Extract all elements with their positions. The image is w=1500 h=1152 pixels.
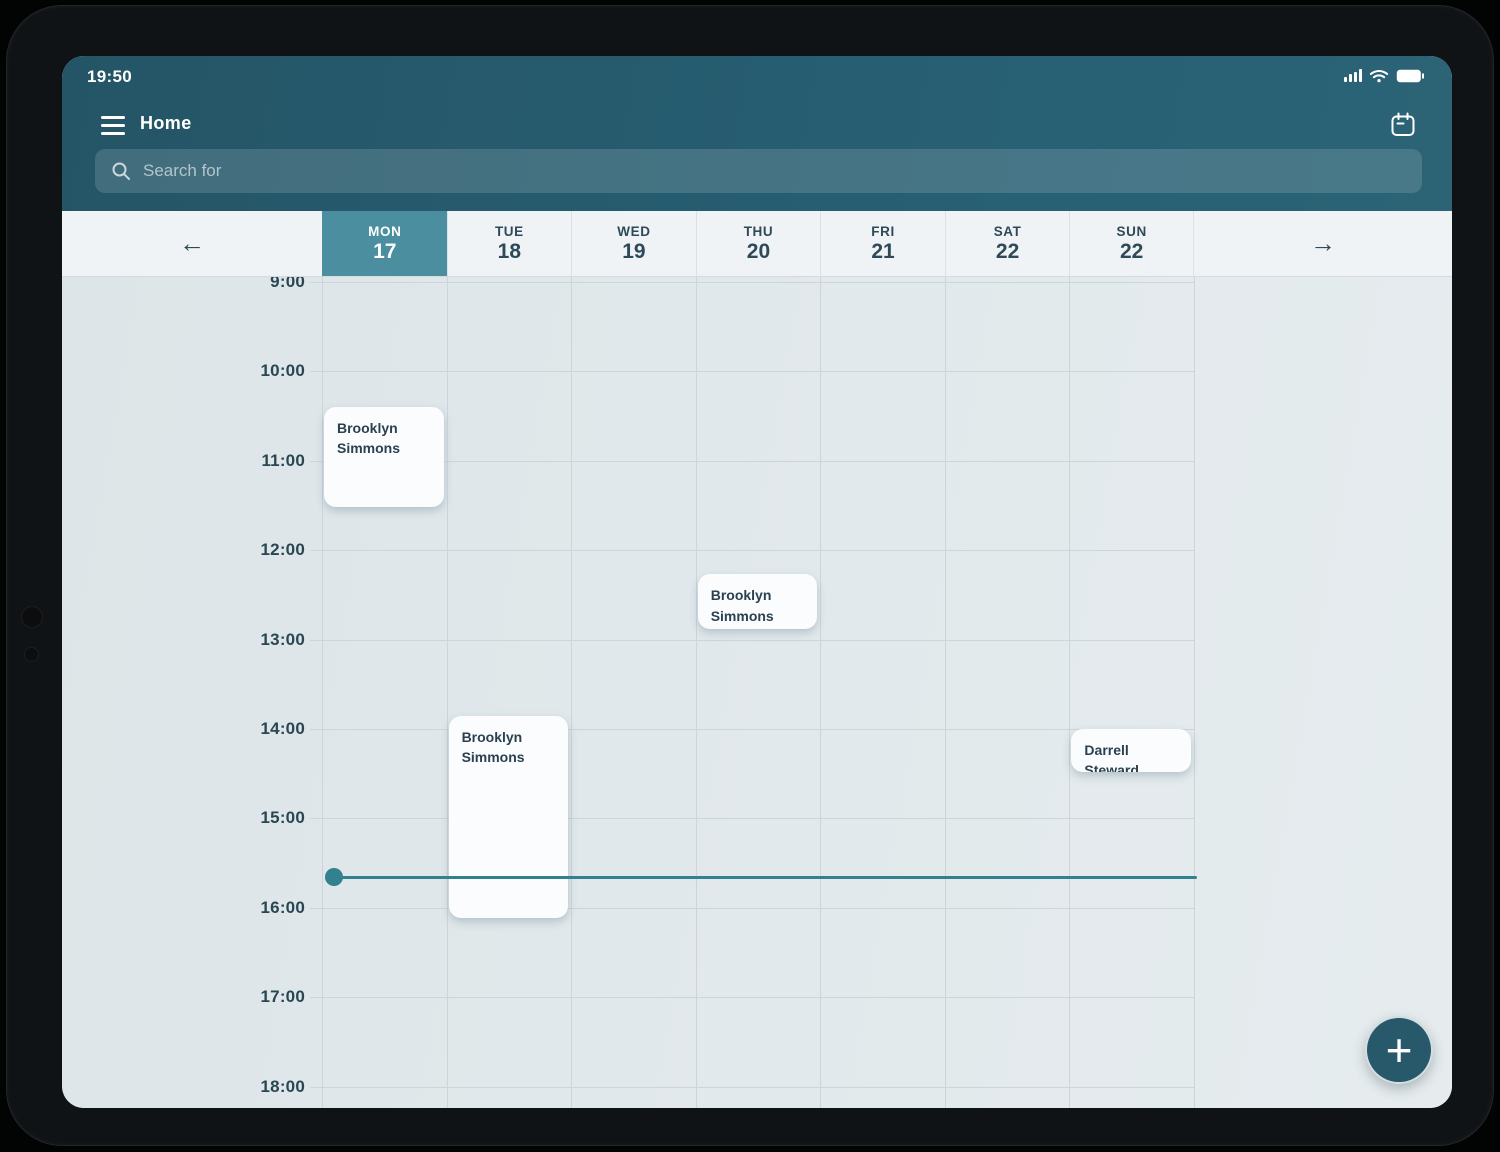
hour-gridline (310, 729, 1194, 730)
day-cell-sat[interactable]: SAT 22 (944, 211, 1070, 276)
status-icons (1344, 68, 1424, 83)
day-number: 18 (497, 239, 522, 263)
signal-icon (1344, 69, 1362, 82)
search-icon (112, 162, 130, 180)
column-gridline (820, 277, 822, 1108)
day-header: ← MON 17 TUE 18 WED 19 THU 20 FRI 21 SAT 22 SUN 22 → (62, 211, 1452, 277)
arrow-left-icon: ← (179, 228, 205, 258)
hour-gridline (310, 639, 1194, 641)
day-name: FRI (871, 223, 895, 239)
column-gridline (1193, 277, 1195, 1108)
hour-label: 12:00 (260, 540, 305, 560)
search-input[interactable]: Search for (95, 149, 1422, 193)
screen: 19:50 (62, 56, 1452, 1108)
app-header: 19:50 (62, 56, 1452, 211)
hour-gridline (310, 997, 1194, 999)
day-name: MON (368, 223, 402, 239)
add-event-button[interactable]: + (1365, 1016, 1433, 1084)
event-card[interactable]: Brooklyn Simmons (324, 407, 444, 508)
day-cell-sun[interactable]: SUN 22 (1069, 211, 1194, 276)
hour-gridline (310, 550, 1194, 552)
hour-gridline (310, 371, 1194, 373)
day-cell-fri[interactable]: FRI 21 (820, 211, 945, 276)
tablet-frame: 19:50 (6, 5, 1494, 1146)
hour-gridline (310, 282, 1194, 283)
hour-gridline (310, 818, 1194, 820)
day-number: 19 (622, 239, 646, 263)
day-name: SAT (993, 223, 1022, 239)
next-week-button[interactable]: → (1194, 211, 1452, 276)
search-placeholder: Search for (143, 161, 222, 180)
plus-icon: + (1385, 1024, 1413, 1076)
hour-label: 13:00 (260, 629, 305, 649)
column-gridline (322, 277, 323, 1108)
hour-label: 9:00 (270, 277, 305, 291)
column-gridline (695, 277, 697, 1108)
day-name: WED (617, 223, 651, 239)
time-grid: 9:00 10:00 11:00 12:00 13:00 14:00 15:00 16:00 1… (62, 277, 1452, 1108)
day-strip: MON 17 TUE 18 WED 19 THU 20 FRI 21 SAT 22 SUN 22 (322, 211, 1194, 276)
hour-label: 17:00 (260, 987, 305, 1007)
page-title: Home (140, 113, 192, 133)
hour-label: 16:00 (260, 897, 305, 917)
event-card[interactable]: Brooklyn Simmons (448, 715, 569, 918)
hour-gridline (310, 460, 1194, 462)
hour-label: 15:00 (260, 808, 305, 828)
menu-icon[interactable] (101, 116, 125, 135)
bezel-camera-small (24, 647, 39, 662)
event-card[interactable]: Brooklyn Simmons (697, 574, 818, 629)
day-number: 22 (995, 239, 1020, 263)
battery-icon (1396, 69, 1424, 82)
top-nav: Home (62, 104, 1452, 150)
day-name: THU (743, 223, 774, 239)
day-name: TUE (494, 223, 524, 239)
day-number: 21 (871, 239, 895, 263)
day-cell-tue[interactable]: TUE 18 (446, 211, 572, 276)
hour-label: 11:00 (261, 450, 305, 470)
column-gridline (446, 277, 448, 1108)
hour-label: 10:00 (260, 361, 305, 381)
day-cell-thu[interactable]: THU 20 (695, 211, 821, 276)
current-time-line (334, 875, 1197, 879)
status-clock: 19:50 (87, 67, 132, 86)
prev-week-button[interactable]: ← (62, 211, 322, 276)
day-number: 20 (746, 239, 771, 263)
column-gridline (1069, 277, 1071, 1108)
column-gridline (944, 277, 946, 1108)
day-name: SUN (1116, 223, 1147, 239)
day-cell-wed[interactable]: WED 19 (571, 211, 696, 276)
hour-gridline (310, 907, 1194, 909)
calendar-icon[interactable] (1386, 109, 1420, 143)
event-card[interactable]: Darrell Steward (1071, 729, 1191, 772)
wifi-icon (1369, 70, 1389, 83)
day-number: 17 (373, 239, 397, 263)
arrow-right-icon: → (1310, 228, 1336, 258)
status-bar: 19:50 (62, 56, 1452, 90)
hour-label: 14:00 (260, 719, 305, 738)
hour-label: 18:00 (260, 1076, 305, 1096)
hour-gridline (310, 1086, 1194, 1088)
day-number: 22 (1119, 239, 1144, 263)
day-cell-mon[interactable]: MON 17 (322, 211, 447, 276)
bezel-camera (21, 606, 43, 628)
column-gridline (571, 277, 573, 1108)
